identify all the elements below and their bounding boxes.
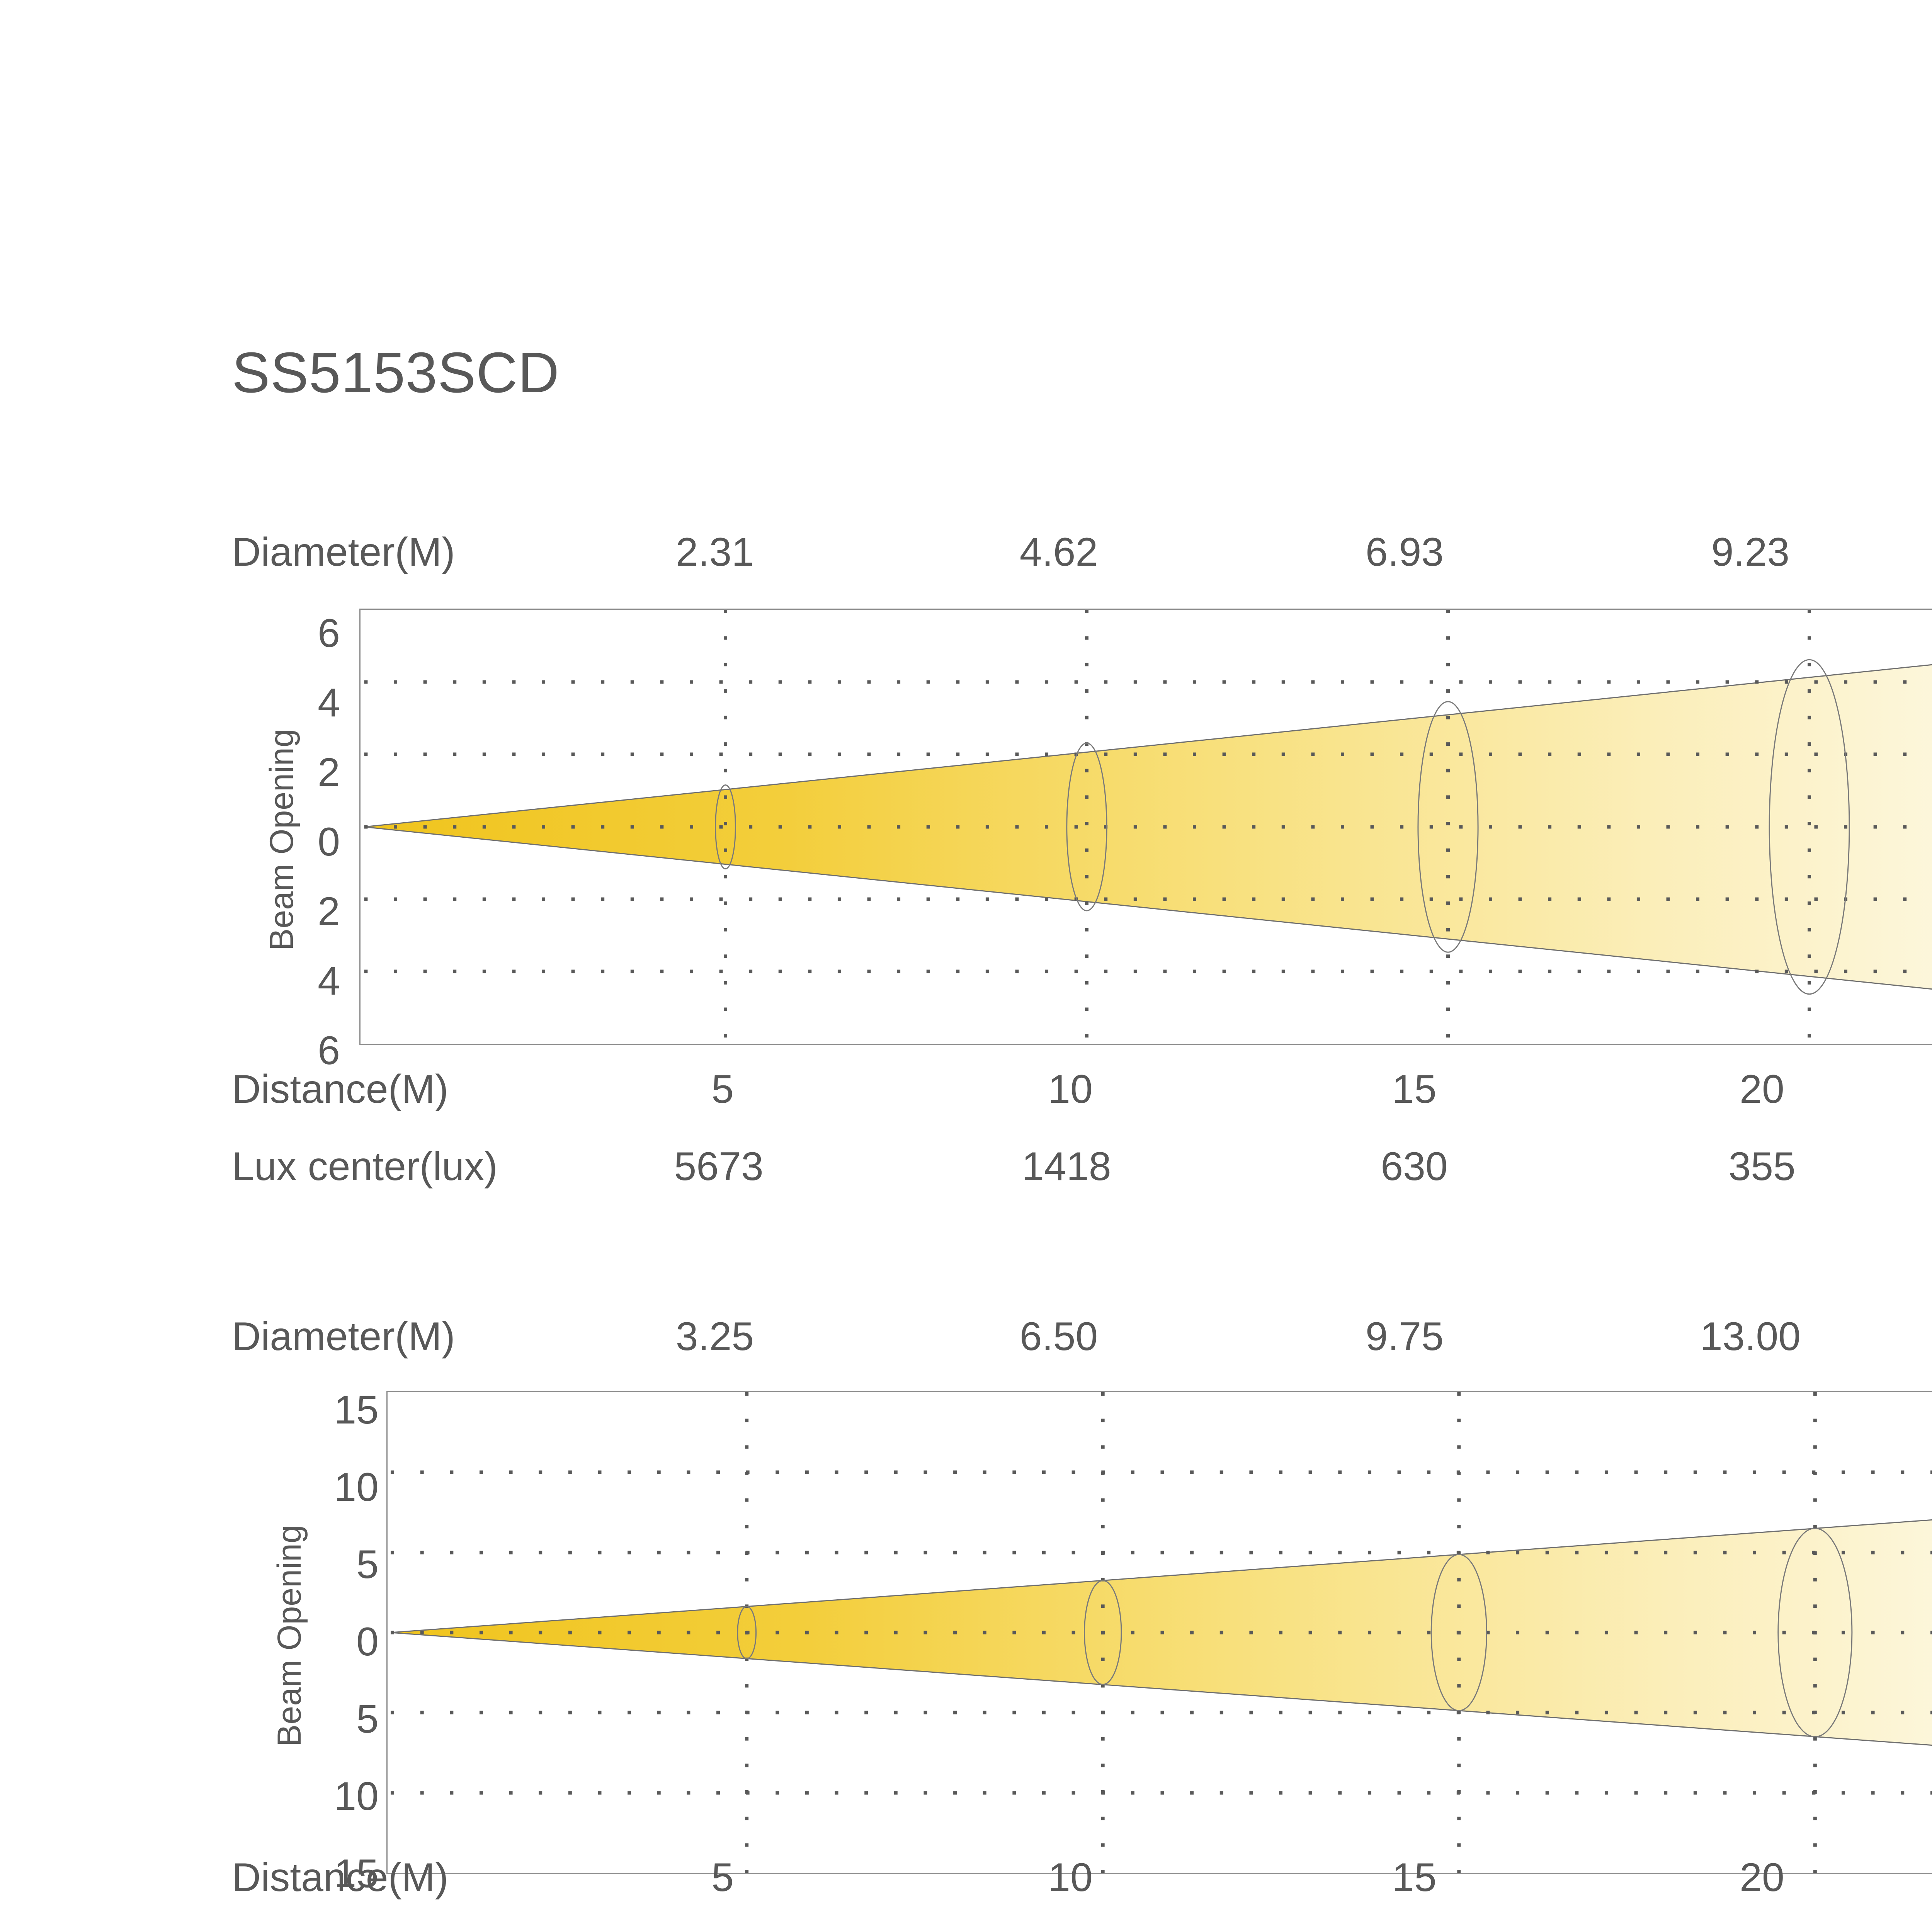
chart-36-y-tick-1: 10 — [334, 1465, 379, 1510]
chart-36-vertical-gridlines — [745, 1392, 1817, 1873]
chart-36-diameter-value-1: 6.50 — [1019, 1314, 1098, 1359]
chart-26-beam-cone — [364, 664, 1932, 990]
chart-36-y-tick-0: 15 — [334, 1388, 379, 1432]
chart-26-lux-value-1: 1418 — [1022, 1144, 1111, 1189]
chart-36-diameter-value-0: 3.25 — [675, 1314, 754, 1359]
cross-section-ellipse — [1066, 742, 1107, 912]
chart-26-distance-value-0: 5 — [711, 1067, 734, 1112]
chart-36-diameter-value-2: 9.75 — [1365, 1314, 1444, 1359]
beam-cone-shape — [364, 664, 1932, 990]
chart-36-distance-value-3: 20 — [1740, 1855, 1784, 1900]
chart-26-diameter-value-1: 4.62 — [1019, 530, 1098, 575]
chart-26-diameter-value-3: 9.23 — [1711, 530, 1790, 575]
cross-section-ellipse — [1417, 701, 1479, 953]
chart-26-y-tick-2: 2 — [318, 750, 340, 795]
chart-26-y-tick-4: 2 — [318, 889, 340, 934]
chart-26-y-tick-1: 4 — [318, 680, 340, 725]
chart-36-y-tick-5: 10 — [334, 1774, 379, 1819]
chart-26-diameter-label: Diameter(M) — [232, 530, 455, 575]
chart-36-y-tick-4: 5 — [356, 1697, 379, 1742]
chart-36-horizontal-gridlines — [391, 1470, 1932, 1795]
chart-26-distance-value-1: 10 — [1048, 1067, 1093, 1112]
chart-26-diameter-value-2: 6.93 — [1365, 530, 1444, 575]
cross-section-ellipse — [1430, 1554, 1487, 1711]
cross-section-ellipse — [737, 1605, 757, 1660]
chart-36-y-tick-6: 15 — [334, 1851, 379, 1896]
chart-26-y-tick-0: 6 — [318, 611, 340, 656]
chart-36-y-tick-2: 5 — [356, 1542, 379, 1587]
chart-26-cross-section-ellipses — [715, 659, 1850, 995]
chart-36-plot-area — [386, 1391, 1932, 1874]
chart-36-y-tick-3: 0 — [356, 1619, 379, 1664]
chart-36-lux-value-2: 315 — [1341, 1928, 1488, 1932]
chart-36-lux-value-1: 710 — [997, 1928, 1144, 1932]
chart-36-lux-label: Lux center(lux) — [232, 1928, 498, 1932]
chart-36-lux-value-0: 2938 — [638, 1928, 800, 1932]
chart-36-plot-svg — [391, 1392, 1932, 1873]
chart-26-y-tick-3: 0 — [318, 820, 340, 864]
chart-36-diameter-value-3: 13.00 — [1700, 1314, 1801, 1359]
chart-36-distance-value-2: 15 — [1392, 1855, 1437, 1900]
chart-26-y-tick-5: 4 — [318, 959, 340, 1003]
chart-26-plot-svg — [364, 610, 1932, 1044]
chart-36-distance-value-1: 10 — [1048, 1855, 1093, 1900]
page-title: SS5153SCD — [232, 341, 560, 405]
chart-26-lux-value-0: 5673 — [674, 1144, 764, 1189]
cross-section-ellipse — [715, 784, 736, 869]
chart-26-distance-value-2: 15 — [1392, 1067, 1437, 1112]
cross-section-ellipse — [1083, 1580, 1122, 1685]
chart-36-lux-value-3: 177 — [1689, 1928, 1835, 1932]
chart-26-lux-label: Lux center(lux) — [232, 1144, 498, 1189]
chart-26-distance-value-3: 20 — [1740, 1067, 1784, 1112]
chart-36-diameter-label: Diameter(M) — [232, 1314, 455, 1359]
chart-36-cross-section-ellipses — [737, 1527, 1853, 1738]
chart-26-lux-value-2: 630 — [1381, 1144, 1448, 1189]
chart-26-diameter-value-0: 2.31 — [675, 530, 754, 575]
chart-26-lux-value-3: 355 — [1728, 1144, 1796, 1189]
chart-26-distance-label: Distance(M) — [232, 1067, 449, 1112]
chart-26-y-tick-6: 6 — [318, 1028, 340, 1073]
cross-section-ellipse — [1769, 659, 1850, 995]
chart-26-plot-area — [359, 609, 1932, 1045]
chart-36-distance-label: Distance(M) — [232, 1855, 449, 1900]
chart-36-distance-value-0: 5 — [711, 1855, 734, 1900]
cross-section-ellipse — [1777, 1527, 1853, 1738]
